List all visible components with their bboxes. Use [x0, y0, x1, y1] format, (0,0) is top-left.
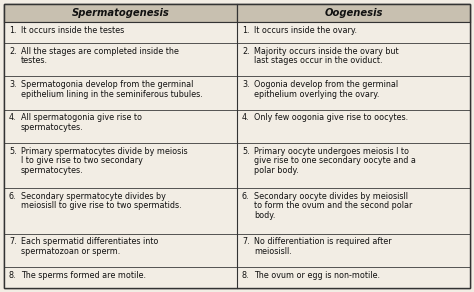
Bar [4, 43, 237, 76]
Text: 4.: 4. [242, 113, 249, 122]
Text: 3.: 3. [9, 80, 17, 89]
Text: meiosisII.: meiosisII. [254, 247, 292, 256]
Text: spermatozoan or sperm.: spermatozoan or sperm. [21, 247, 120, 256]
Text: No differentiation is required after: No differentiation is required after [254, 237, 392, 246]
Text: Primary spermatocytes divide by meiosis: Primary spermatocytes divide by meiosis [21, 147, 188, 156]
Bar [237, 188, 470, 234]
Text: 2.: 2. [9, 47, 17, 56]
Text: testes.: testes. [21, 56, 48, 65]
Text: All spermatogonia give rise to: All spermatogonia give rise to [21, 113, 142, 122]
Text: epithelium overlying the ovary.: epithelium overlying the ovary. [254, 90, 379, 99]
Text: 6.: 6. [242, 192, 249, 201]
Text: 4.: 4. [9, 113, 17, 122]
Bar [4, 22, 237, 43]
Text: last stages occur in the oviduct.: last stages occur in the oviduct. [254, 56, 383, 65]
Bar [4, 267, 237, 288]
Text: 6.: 6. [9, 192, 17, 201]
Text: Spermatogenesis: Spermatogenesis [72, 8, 169, 18]
Text: 1.: 1. [242, 26, 249, 35]
Text: Oogonia develop from the germinal: Oogonia develop from the germinal [254, 80, 398, 89]
Bar [4, 76, 237, 110]
Text: meiosisII to give rise to two spermatids.: meiosisII to give rise to two spermatids… [21, 201, 182, 211]
Text: Oogenesis: Oogenesis [324, 8, 383, 18]
Text: 3.: 3. [242, 80, 249, 89]
Text: give rise to one secondary oocyte and a: give rise to one secondary oocyte and a [254, 156, 416, 165]
Bar [237, 234, 470, 267]
Text: Only few oogonia give rise to oocytes.: Only few oogonia give rise to oocytes. [254, 113, 408, 122]
Text: 7.: 7. [9, 237, 17, 246]
Text: 5.: 5. [9, 147, 17, 156]
Bar [4, 4, 237, 22]
Text: body.: body. [254, 211, 275, 220]
Text: epithelium lining in the seminiferous tubules.: epithelium lining in the seminiferous tu… [21, 90, 203, 99]
Bar [4, 234, 237, 267]
Bar [237, 143, 470, 188]
Text: It occurs inside the testes: It occurs inside the testes [21, 26, 124, 35]
Text: I to give rise to two secondary: I to give rise to two secondary [21, 156, 143, 165]
Text: Secondary oocyte divides by meiosisII: Secondary oocyte divides by meiosisII [254, 192, 408, 201]
Text: 1.: 1. [9, 26, 17, 35]
Bar [237, 76, 470, 110]
Text: spermatocytes.: spermatocytes. [21, 166, 83, 175]
Bar [4, 110, 237, 143]
Text: All the stages are completed inside the: All the stages are completed inside the [21, 47, 179, 56]
Text: Each spermatid differentiates into: Each spermatid differentiates into [21, 237, 158, 246]
Text: It occurs inside the ovary.: It occurs inside the ovary. [254, 26, 357, 35]
Text: 7.: 7. [242, 237, 250, 246]
Text: Majority occurs inside the ovary but: Majority occurs inside the ovary but [254, 47, 399, 56]
Bar [237, 267, 470, 288]
Bar [237, 110, 470, 143]
Bar [4, 143, 237, 188]
Text: 8.: 8. [9, 271, 17, 280]
Text: The sperms formed are motile.: The sperms formed are motile. [21, 271, 146, 280]
Text: Secondary spermatocyte divides by: Secondary spermatocyte divides by [21, 192, 166, 201]
Bar [237, 43, 470, 76]
Text: polar body.: polar body. [254, 166, 299, 175]
Text: to form the ovum and the second polar: to form the ovum and the second polar [254, 201, 412, 211]
Bar [237, 22, 470, 43]
Text: 2.: 2. [242, 47, 250, 56]
Text: 5.: 5. [242, 147, 250, 156]
Bar [4, 188, 237, 234]
Text: spermatocytes.: spermatocytes. [21, 123, 83, 132]
Bar [237, 4, 470, 22]
Text: 8.: 8. [242, 271, 249, 280]
Text: Spermatogonia develop from the germinal: Spermatogonia develop from the germinal [21, 80, 193, 89]
Text: The ovum or egg is non-motile.: The ovum or egg is non-motile. [254, 271, 380, 280]
Text: Primary oocyte undergoes meiosis I to: Primary oocyte undergoes meiosis I to [254, 147, 409, 156]
